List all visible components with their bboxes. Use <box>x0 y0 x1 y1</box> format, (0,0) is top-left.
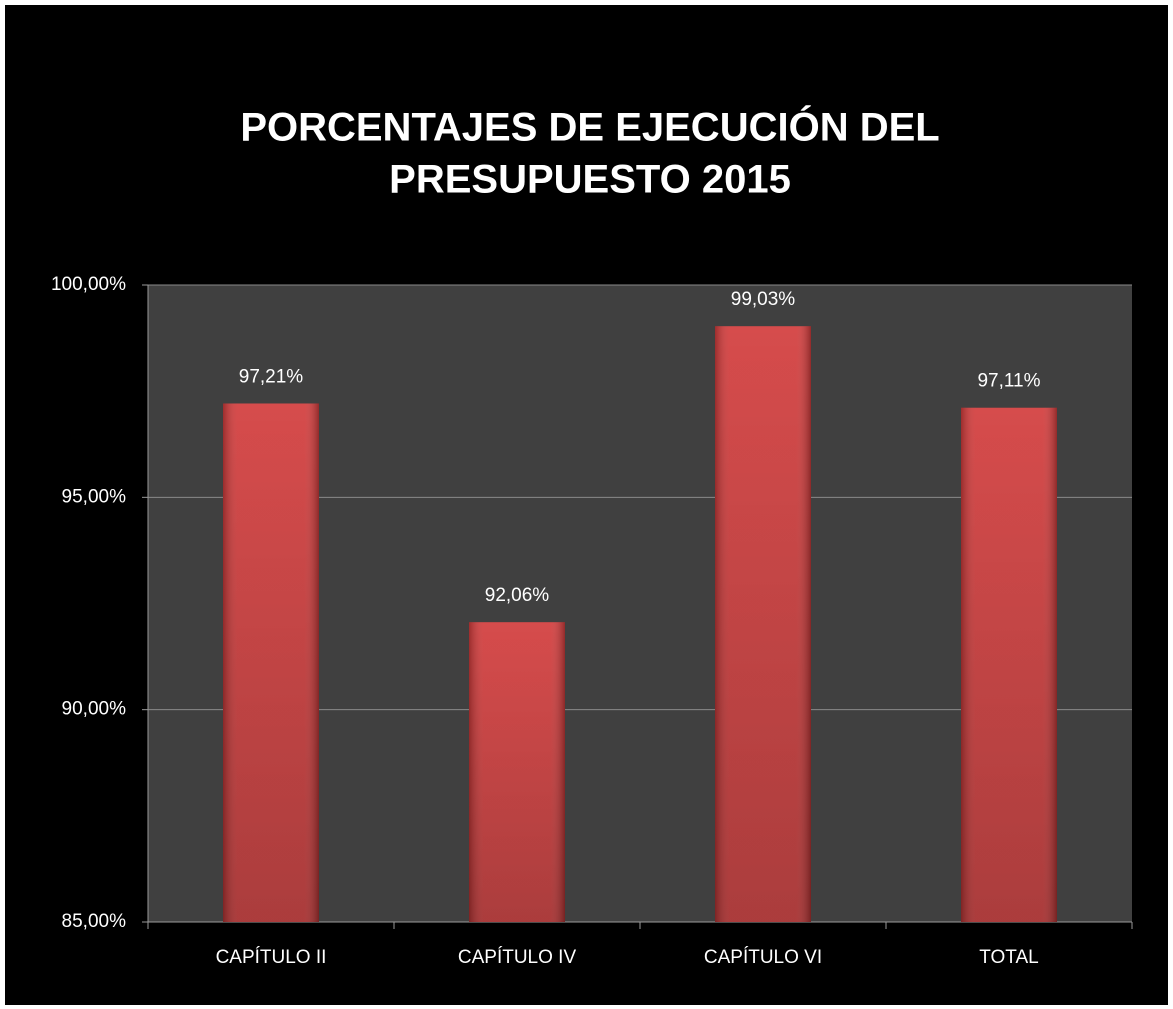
y-tick-label: 95,00% <box>62 486 127 507</box>
data-label: 92,06% <box>485 585 550 606</box>
x-tick-label: CAPÍTULO IV <box>458 947 577 968</box>
bar-shade <box>961 407 1057 923</box>
y-tick-label: 90,00% <box>62 699 127 720</box>
x-tick-label: CAPÍTULO VI <box>704 947 822 968</box>
data-label: 99,03% <box>731 289 796 310</box>
bar-shade <box>469 622 565 922</box>
chart-title: PRESUPUESTO 2015 <box>389 158 791 202</box>
data-label: 97,21% <box>239 366 304 387</box>
x-tick-label: CAPÍTULO II <box>216 947 327 968</box>
y-tick-label: 100,00% <box>51 274 126 295</box>
x-tick-label: TOTAL <box>979 947 1038 968</box>
bar-shade <box>715 326 811 923</box>
chart-title: PORCENTAJES DE EJECUCIÓN DEL <box>240 104 939 150</box>
bar-shade <box>223 403 319 922</box>
y-tick-label: 85,00% <box>62 911 127 932</box>
data-label: 97,11% <box>977 371 1040 392</box>
